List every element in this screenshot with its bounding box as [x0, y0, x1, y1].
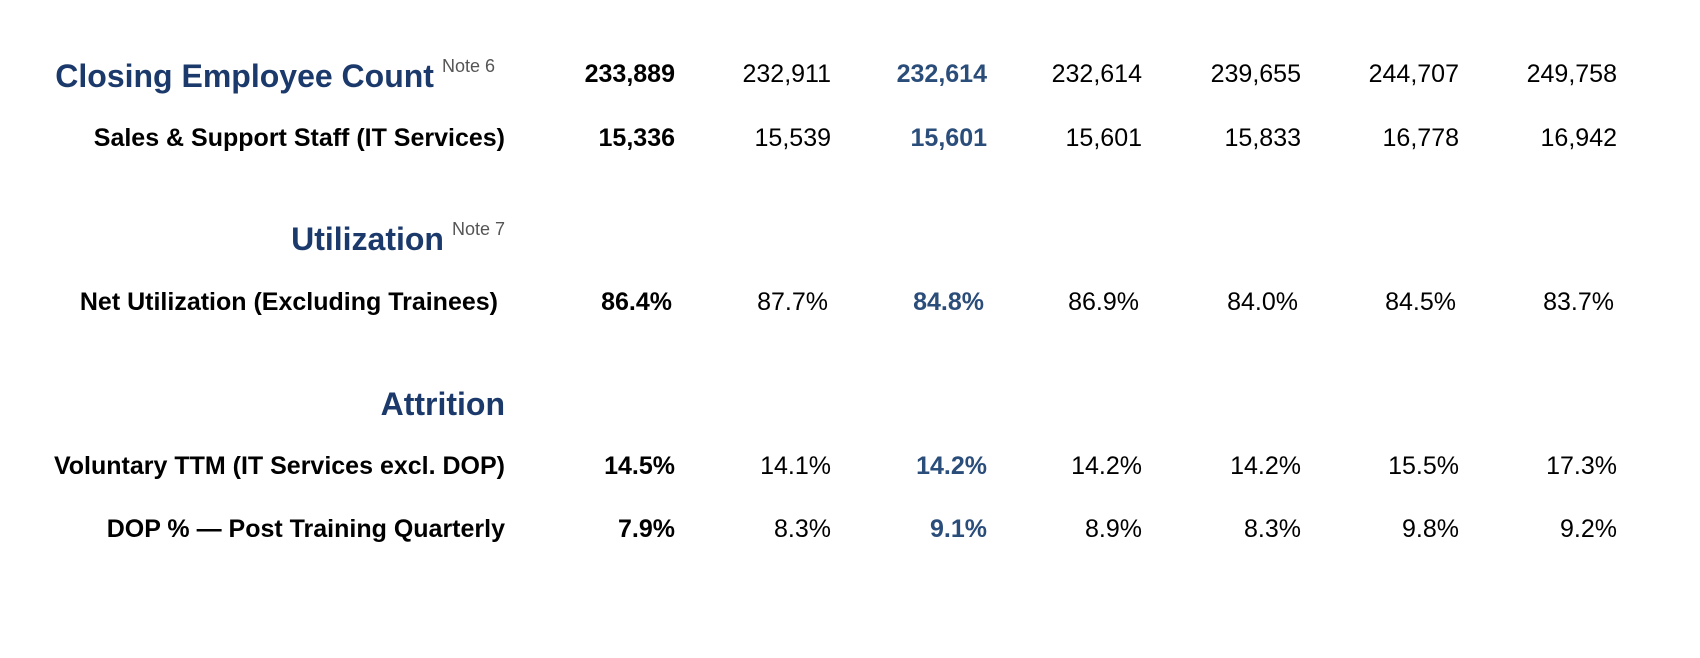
value-cell: 15,336	[598, 124, 675, 152]
row-label: Voluntary TTM (IT Services excl. DOP)	[53, 452, 505, 480]
section-title: Utilization	[291, 221, 444, 257]
row-label: Net Utilization (Excluding Trainees)	[79, 288, 498, 316]
value-cell: 15.5%	[1388, 452, 1459, 480]
value-cell: 8.3%	[774, 515, 831, 543]
value-cell: 15,601	[910, 124, 987, 152]
section-title: Closing Employee Count	[55, 58, 434, 94]
value-cell: 8.3%	[1244, 515, 1301, 543]
value-cell: 14.2%	[1230, 452, 1301, 480]
row-label: Sales & Support Staff (IT Services)	[93, 124, 505, 152]
footnote-reference: Note 6	[441, 56, 495, 76]
row-label: DOP % — Post Training Quarterly	[106, 515, 505, 543]
value-cell: 15,601	[1065, 124, 1142, 152]
value-cell: 232,614	[1051, 60, 1142, 88]
value-cell: 16,778	[1382, 124, 1459, 152]
value-cell: 9.8%	[1402, 515, 1459, 543]
value-cell: 244,707	[1368, 60, 1459, 88]
value-cell: 233,889	[584, 60, 675, 88]
value-cell: 15,833	[1224, 124, 1301, 152]
net-utilization-row: Net Utilization (Excluding Trainees) 86.…	[0, 288, 1700, 348]
value-cell: 14.5%	[604, 452, 675, 480]
attrition-heading: Attrition	[381, 386, 505, 423]
value-cell: 14.2%	[916, 452, 987, 480]
value-cell: 16,942	[1540, 124, 1617, 152]
value-cell: 83.7%	[1543, 288, 1614, 316]
value-cell: 87.7%	[757, 288, 828, 316]
value-cell: 86.4%	[601, 288, 672, 316]
sales-support-staff-row: Sales & Support Staff (IT Services) 15,3…	[0, 124, 1700, 184]
value-cell: 86.9%	[1068, 288, 1139, 316]
value-cell: 232,911	[742, 60, 831, 88]
value-cell: 17.3%	[1546, 452, 1617, 480]
utilization-heading-row: Utilization Note 7	[0, 219, 1700, 281]
value-cell: 84.5%	[1385, 288, 1456, 316]
value-cell: 249,758	[1526, 60, 1617, 88]
value-cell: 15,539	[754, 124, 831, 152]
utilization-heading: Utilization Note 7	[291, 219, 505, 258]
dop-post-training-row: DOP % — Post Training Quarterly 7.9% 8.3…	[0, 515, 1700, 575]
voluntary-ttm-row: Voluntary TTM (IT Services excl. DOP) 14…	[0, 452, 1700, 512]
closing-employee-count-row: Closing Employee Count Note 6 233,889 232…	[0, 56, 1700, 118]
closing-employee-count-heading: Closing Employee Count Note 6	[55, 56, 495, 95]
attrition-heading-row: Attrition	[0, 386, 1700, 446]
value-cell: 239,655	[1210, 60, 1301, 88]
value-cell: 14.2%	[1071, 452, 1142, 480]
value-cell: 9.1%	[930, 515, 987, 543]
section-title: Attrition	[380, 386, 505, 422]
value-cell: 9.2%	[1560, 515, 1617, 543]
value-cell: 8.9%	[1085, 515, 1142, 543]
value-cell: 232,614	[896, 60, 987, 88]
value-cell: 7.9%	[618, 515, 675, 543]
value-cell: 84.0%	[1227, 288, 1298, 316]
value-cell: 14.1%	[760, 452, 831, 480]
value-cell: 84.8%	[913, 288, 984, 316]
footnote-reference: Note 7	[451, 219, 505, 239]
